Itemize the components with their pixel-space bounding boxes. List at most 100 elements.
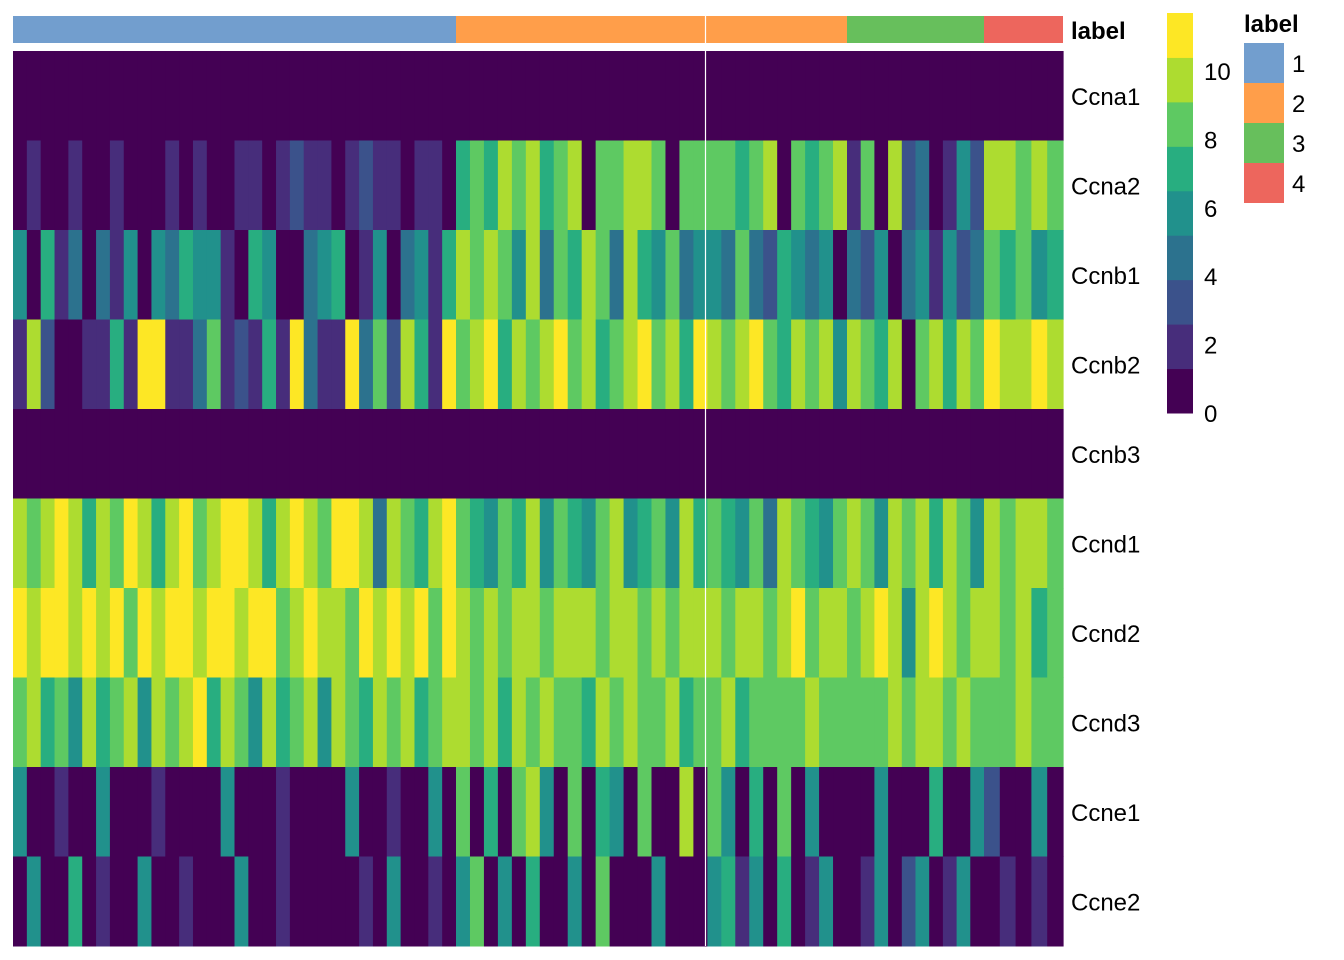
heatmap-cell [289, 856, 305, 947]
heatmap-cell [54, 588, 69, 678]
heatmap-cell [276, 767, 291, 857]
heatmap-cell [915, 677, 930, 768]
heatmap-cell [721, 409, 736, 499]
heatmap-cell [888, 409, 903, 499]
heatmap-cell [942, 140, 958, 231]
heatmap-cell [539, 230, 555, 320]
heatmap-cell [331, 409, 346, 499]
heatmap-cell [623, 51, 639, 141]
heatmap-cell [220, 498, 236, 589]
heatmap-cell [749, 409, 764, 499]
heatmap-cell [553, 51, 569, 141]
heatmap-cell [96, 51, 111, 141]
heatmap-cell [777, 498, 792, 589]
heatmap-cell [137, 856, 153, 947]
heatmap-cell [791, 409, 806, 499]
heatmap-cell [289, 230, 305, 320]
heatmap-cell [956, 230, 971, 320]
heatmap-cell [206, 140, 222, 231]
heatmap-cell [331, 140, 346, 231]
heatmap-cell [414, 498, 429, 589]
heatmap-cell [26, 140, 42, 231]
heatmap-cell [13, 856, 28, 947]
heatmap-cell [206, 319, 222, 410]
heatmap-cell [1031, 767, 1048, 857]
heatmap-cell [234, 767, 249, 857]
heatmap-cell [595, 588, 611, 678]
heatmap-cell [874, 140, 889, 231]
heatmap-cell [456, 856, 471, 947]
heatmap-cell [414, 677, 429, 768]
heatmap-cell [915, 140, 930, 231]
legend-label: 1 [1292, 51, 1305, 78]
heatmap-cell [581, 140, 597, 231]
heatmap-cell [942, 409, 958, 499]
heatmap-cell [82, 588, 97, 678]
heatmap-cell [901, 51, 917, 141]
heatmap-cell [901, 498, 917, 589]
heatmap-cell [511, 677, 527, 768]
heatmap-cell [96, 767, 111, 857]
heatmap-cell [567, 588, 583, 678]
heatmap-cell [234, 856, 249, 947]
heatmap-cell [428, 51, 443, 141]
heatmap-cell [833, 140, 848, 231]
heatmap-cell [581, 230, 597, 320]
heatmap-cell [456, 319, 471, 410]
heatmap-cell [192, 51, 208, 141]
heatmap-cell [1015, 767, 1032, 857]
heatmap-cell [942, 767, 958, 857]
heatmap-cell [1015, 319, 1032, 410]
heatmap-cell [248, 319, 263, 410]
heatmap-cell [763, 319, 778, 410]
heatmap-cell [497, 677, 513, 768]
heatmap-cell [96, 230, 111, 320]
heatmap-cell [984, 409, 1001, 499]
heatmap-cell [262, 498, 277, 589]
heatmap-cell [497, 319, 513, 410]
heatmap-cell [721, 498, 736, 589]
heatmap-cell [999, 767, 1017, 857]
heatmap-cell [206, 498, 222, 589]
heatmap-cell [874, 498, 889, 589]
heatmap-cell [595, 856, 611, 947]
heatmap-cell [179, 856, 194, 947]
heatmap-cell [567, 51, 583, 141]
heatmap-cell [721, 140, 736, 231]
heatmap-cell [679, 767, 694, 857]
heatmap-cell [1047, 856, 1064, 947]
heatmap-cell [276, 51, 291, 141]
heatmap-cell [929, 856, 944, 947]
heatmap-cell [525, 230, 541, 320]
heatmap-cell [525, 409, 541, 499]
heatmap-cell [791, 498, 806, 589]
heatmap-cell [874, 677, 889, 768]
heatmap-cell [372, 677, 388, 768]
heatmap-cell [833, 767, 848, 857]
heatmap-cell [469, 409, 485, 499]
heatmap-cell [693, 409, 708, 499]
heatmap-cell [400, 140, 416, 231]
heatmap-cell [317, 140, 333, 231]
heatmap-cell [929, 409, 944, 499]
heatmap-cell [942, 588, 958, 678]
heatmap-cell [805, 409, 820, 499]
heatmap-cell [54, 677, 69, 768]
heatmap-cell [96, 319, 111, 410]
heatmap-cell [372, 409, 388, 499]
heatmap-cell [888, 856, 903, 947]
heatmap-cell [721, 856, 736, 947]
legend-swatch [1244, 83, 1284, 123]
heatmap-cell [317, 856, 333, 947]
heatmap-cell [665, 677, 681, 768]
heatmap-cell [248, 409, 263, 499]
heatmap-cell [289, 588, 305, 678]
heatmap-cell [707, 856, 722, 947]
heatmap-cell [123, 230, 139, 320]
heatmap-cell [137, 230, 153, 320]
heatmap-cell [1031, 677, 1048, 768]
heatmap-cell [220, 230, 236, 320]
heatmap-cell [497, 51, 513, 141]
heatmap-cell [483, 319, 499, 410]
heatmap-cell [956, 319, 971, 410]
